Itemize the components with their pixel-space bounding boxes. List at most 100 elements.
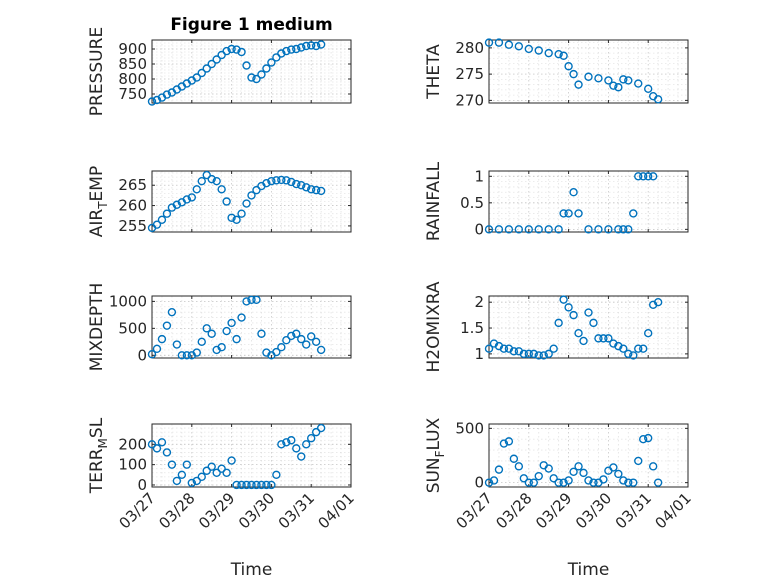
data-point (287, 436, 296, 445)
y-axis-label: THETA (424, 44, 444, 100)
data-point (202, 324, 211, 333)
data-point (604, 76, 613, 85)
data-point (207, 59, 216, 69)
data-point (509, 347, 519, 356)
data-point (648, 462, 658, 471)
data-point (162, 209, 172, 218)
y-tick-label: 100 (118, 456, 147, 474)
data-point (222, 326, 231, 336)
y-tick-label: 1.5 (460, 319, 484, 337)
data-point (564, 209, 573, 218)
data-point (604, 334, 613, 343)
data-point (297, 452, 306, 461)
data-point (262, 178, 271, 188)
data-point (307, 185, 316, 194)
y-tick-label: 2 (474, 293, 484, 311)
data-point (534, 225, 543, 234)
data-point (639, 172, 648, 181)
y-tick-label: 0 (474, 474, 484, 492)
data-point (252, 74, 261, 84)
data-point (504, 437, 514, 446)
data-point (316, 186, 326, 196)
data-point (534, 46, 543, 55)
data-point (634, 456, 643, 466)
data-point (157, 215, 167, 225)
y-tick-label: 0 (137, 346, 147, 364)
data-point (554, 318, 563, 328)
data-point (257, 70, 266, 79)
y-tick-label: 0 (474, 220, 484, 238)
data-point (282, 46, 291, 56)
data-point (569, 467, 578, 476)
data-point (237, 47, 246, 57)
data-point (217, 464, 226, 473)
data-point (252, 185, 261, 195)
data-point (297, 43, 306, 52)
data-point (262, 480, 271, 490)
data-point (629, 209, 638, 218)
data-point (524, 44, 533, 54)
data-point (594, 74, 603, 83)
data-point (653, 95, 663, 104)
data-point (624, 349, 633, 359)
data-point (292, 444, 301, 453)
data-point (207, 462, 216, 471)
data-point (302, 183, 311, 192)
data-point (564, 303, 573, 312)
data-point (232, 480, 241, 490)
data-point (524, 349, 533, 359)
data-point (157, 334, 167, 344)
data-point (227, 44, 236, 54)
data-point (584, 225, 593, 234)
data-point (277, 440, 286, 449)
y-tick-label: 275 (455, 65, 484, 83)
data-point (287, 177, 296, 187)
data-point (624, 76, 633, 85)
plot-frame (151, 39, 352, 104)
data-point (217, 343, 226, 352)
data-point (514, 42, 524, 51)
data-point (257, 329, 266, 338)
plot-frame (488, 170, 689, 233)
data-point (232, 334, 241, 344)
data-point (584, 476, 593, 485)
data-point (534, 351, 543, 360)
data-point (287, 331, 296, 341)
data-point (272, 176, 281, 185)
data-point (604, 225, 613, 234)
data-point (579, 468, 588, 478)
data-point (212, 55, 221, 64)
data-point (648, 172, 658, 181)
data-point (282, 176, 291, 185)
data-point (549, 344, 558, 353)
data-point (574, 80, 583, 89)
data-point (614, 83, 623, 92)
data-point (202, 64, 211, 73)
data-point (147, 97, 157, 106)
data-point (192, 348, 201, 357)
data-point (202, 466, 211, 475)
data-point (152, 95, 162, 105)
data-point (242, 297, 251, 306)
data-point (524, 478, 533, 487)
data-point (644, 433, 653, 443)
subplot-2: 270 275 280 THETA (424, 38, 689, 109)
data-point (147, 440, 157, 449)
data-point (272, 347, 281, 357)
y-tick-label: 900 (118, 40, 147, 58)
data-point (212, 468, 221, 477)
chart-title: Figure 1 medium (170, 15, 332, 35)
data-point (629, 351, 638, 360)
data-point (252, 295, 261, 304)
data-point (297, 334, 306, 344)
data-point (237, 480, 246, 490)
data-point (242, 480, 251, 490)
data-point (292, 179, 301, 189)
data-point (282, 336, 291, 345)
y-axis-label: H2OMIXRA (424, 281, 444, 372)
subplot-4: 0 0.5 1 RAINFALL (424, 161, 689, 241)
data-point (484, 344, 494, 353)
data-point (544, 349, 553, 359)
y-tick-label: 200 (118, 435, 147, 453)
